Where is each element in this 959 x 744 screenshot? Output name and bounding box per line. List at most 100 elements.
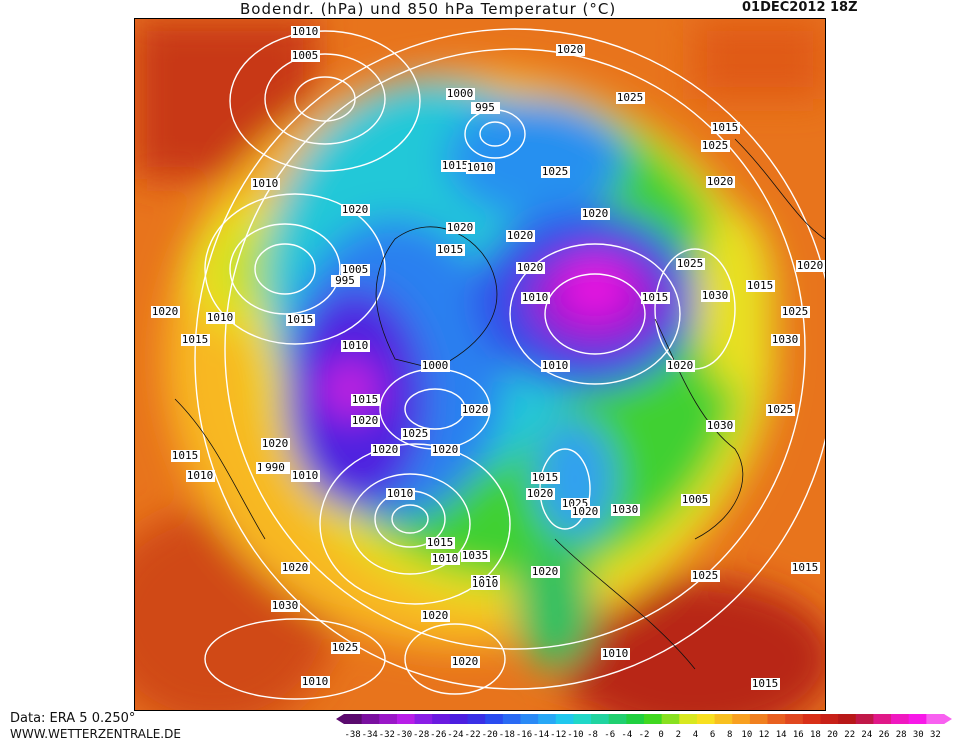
svg-text:1020: 1020 xyxy=(152,305,179,318)
isobar-label: 1015 xyxy=(181,333,210,346)
isobar-label: 1015 xyxy=(751,677,780,690)
legend-tick-label: -20 xyxy=(482,730,498,740)
svg-text:1020: 1020 xyxy=(432,443,459,456)
legend-tick-label: -24 xyxy=(447,730,463,740)
svg-text:1020: 1020 xyxy=(532,565,559,578)
svg-text:1010: 1010 xyxy=(292,469,319,482)
coastlines xyxy=(174,138,825,670)
legend-tick-label: -16 xyxy=(516,730,532,740)
legend-tick-label: 2 xyxy=(676,730,681,740)
legend-swatch xyxy=(696,714,716,724)
legend-swatch xyxy=(908,714,927,724)
svg-text:1010: 1010 xyxy=(602,647,629,660)
legend-tick-label: 18 xyxy=(810,730,821,740)
svg-text:1020: 1020 xyxy=(572,505,599,518)
svg-text:1000: 1000 xyxy=(422,359,449,372)
svg-text:995: 995 xyxy=(335,274,355,287)
legend-swatch xyxy=(767,714,786,724)
legend-tick-label: -34 xyxy=(362,730,378,740)
legend-colorbar: -38 -34 -32 -30 -28 -26 -24 -22 -20 -18 -16 -14 -12-… xyxy=(336,714,952,740)
isobar-label: 1005 xyxy=(341,263,370,276)
legend-swatch xyxy=(502,714,521,724)
svg-text:995: 995 xyxy=(475,101,495,114)
legend-swatch xyxy=(626,714,645,724)
isobar-label: 1020 xyxy=(461,403,490,416)
svg-text:1030: 1030 xyxy=(772,333,799,346)
svg-text:1015: 1015 xyxy=(182,333,209,346)
legend-swatch xyxy=(873,714,892,724)
legend-tick-label: -8 xyxy=(587,730,598,740)
isobar-label: 1025 xyxy=(616,91,645,104)
legend-tick-label: -30 xyxy=(396,730,412,740)
legend-swatch xyxy=(679,714,698,724)
isobar-label: 1010 xyxy=(386,487,415,500)
legend-swatch xyxy=(732,714,751,724)
legend-swatch xyxy=(361,714,380,724)
svg-text:1010: 1010 xyxy=(292,25,319,38)
isobar-label: 1015 xyxy=(436,243,465,256)
valid-time: 01DEC2012 18Z xyxy=(742,0,858,15)
isobar-label: 1020 xyxy=(571,505,600,518)
isobar-label: 1020 xyxy=(796,259,825,272)
legend-swatch xyxy=(449,714,469,724)
svg-text:1030: 1030 xyxy=(612,503,639,516)
svg-text:1015: 1015 xyxy=(287,313,314,326)
svg-text:1025: 1025 xyxy=(782,305,809,318)
svg-text:1020: 1020 xyxy=(352,414,379,427)
isobar-label: 1030 xyxy=(706,419,735,432)
isobar-label: 1035 xyxy=(461,549,490,562)
legend-swatch xyxy=(414,714,433,724)
isobar-label: 1005 xyxy=(681,493,710,506)
isobar-label: 1020 xyxy=(371,443,400,456)
isobar-label: 1020 xyxy=(341,203,370,216)
svg-text:1020: 1020 xyxy=(282,561,309,574)
isobar-label: 1015 xyxy=(746,279,775,292)
legend-swatch xyxy=(891,714,910,724)
svg-text:1010: 1010 xyxy=(187,469,214,482)
svg-text:1015: 1015 xyxy=(172,449,199,462)
legend-swatch xyxy=(538,714,557,724)
isobar-label: 1030 xyxy=(271,599,300,612)
legend-swatch xyxy=(379,714,398,724)
isobar-label: 995 xyxy=(331,274,360,287)
svg-text:1000: 1000 xyxy=(447,87,474,100)
svg-text:1015: 1015 xyxy=(712,121,739,134)
svg-text:1015: 1015 xyxy=(352,393,379,406)
isobar-label: 1015 xyxy=(441,159,470,172)
svg-text:1015: 1015 xyxy=(427,536,454,549)
isobar-label: 1020 xyxy=(351,414,380,427)
legend-tick-label: -14 xyxy=(533,730,549,740)
legend-tick-label: 0 xyxy=(658,730,663,740)
svg-text:1020: 1020 xyxy=(527,487,554,500)
legend-tick-label: 12 xyxy=(759,730,770,740)
isobar-label: 1020 xyxy=(431,443,460,456)
isobar-label: 1000 xyxy=(446,87,475,100)
legend-swatch xyxy=(432,714,451,724)
isobar-label: 1010 xyxy=(186,469,215,482)
isobar-label: 1025 xyxy=(701,139,730,152)
legend-tick-label: 28 xyxy=(896,730,907,740)
svg-text:1020: 1020 xyxy=(447,221,474,234)
svg-text:1015: 1015 xyxy=(752,677,779,690)
svg-text:1020: 1020 xyxy=(342,203,369,216)
svg-text:1030: 1030 xyxy=(272,599,299,612)
svg-text:1010: 1010 xyxy=(387,487,414,500)
legend-tick-label: -38 xyxy=(344,730,360,740)
svg-text:1020: 1020 xyxy=(582,207,609,220)
isobar-label: 1020 xyxy=(531,565,560,578)
isobar-label: 1025 xyxy=(331,641,360,654)
svg-text:1025: 1025 xyxy=(767,403,794,416)
svg-text:1010: 1010 xyxy=(472,577,499,590)
isobar-label: 1015 xyxy=(171,449,200,462)
isobar-label: 1015 xyxy=(711,121,740,134)
legend-swatch xyxy=(802,714,821,724)
isobar-label: 1025 xyxy=(766,403,795,416)
isobar-label: 1010 xyxy=(301,675,330,688)
svg-text:1010: 1010 xyxy=(252,177,279,190)
isobar-label: 995 xyxy=(471,101,500,114)
legend-tick-label: -10 xyxy=(567,730,583,740)
isobar-label: 1010 xyxy=(291,25,320,38)
legend-tick-label: 14 xyxy=(776,730,787,740)
svg-text:1020: 1020 xyxy=(707,175,734,188)
